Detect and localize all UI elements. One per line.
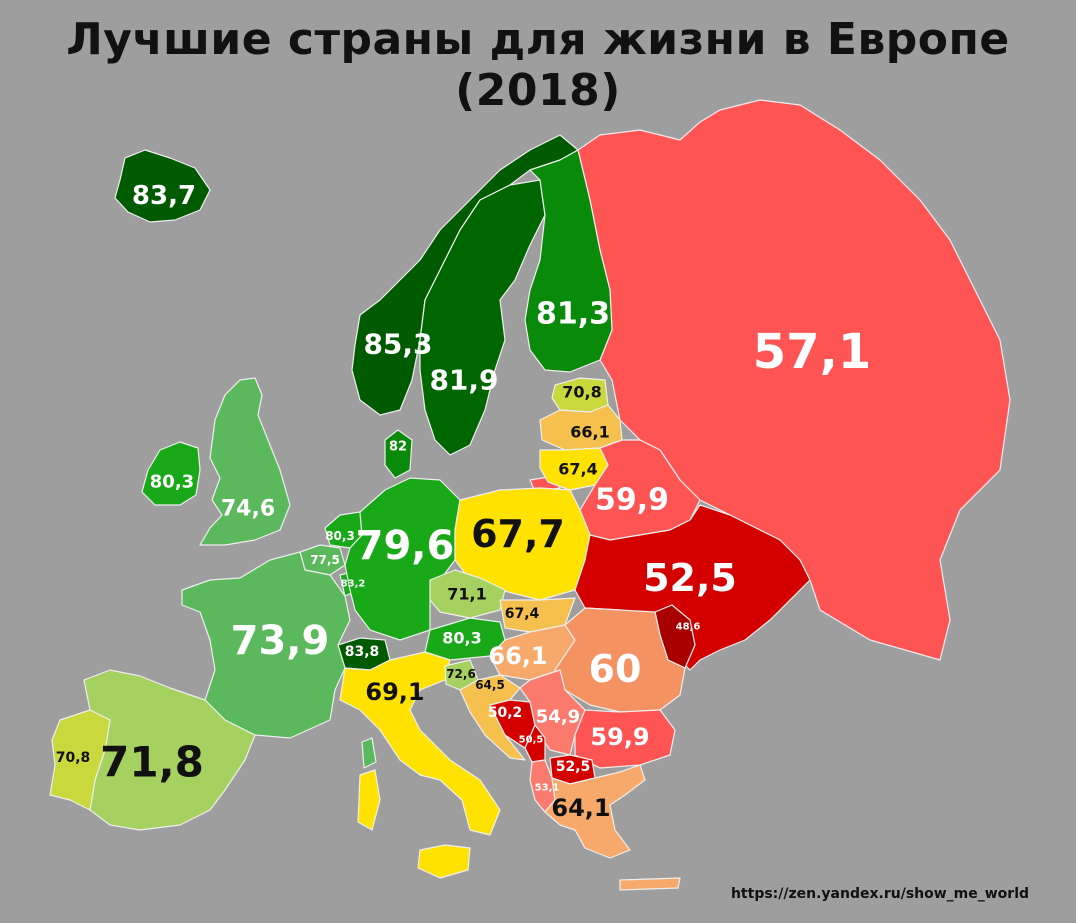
country-denmark[interactable]	[384, 429, 413, 479]
value-label-albania: 53,1	[535, 783, 560, 794]
value-label-slovenia: 72,6	[446, 667, 476, 681]
value-label-italy: 69,1	[365, 678, 424, 706]
country-france[interactable]	[181, 551, 351, 739]
value-label-romania: 60	[589, 647, 642, 691]
country-italy-sardinia[interactable]	[357, 769, 381, 831]
country-italy[interactable]	[339, 651, 501, 836]
value-label-netherlands: 80,3	[325, 529, 355, 543]
value-label-ukraine: 52,5	[643, 556, 737, 600]
country-bulgaria[interactable]	[574, 709, 676, 769]
value-label-serbia: 54,9	[536, 707, 580, 728]
value-label-portugal: 70,8	[56, 750, 91, 766]
country-france-corsica[interactable]	[361, 737, 377, 769]
value-label-poland: 67,7	[471, 512, 565, 556]
value-label-greece: 64,1	[551, 794, 610, 822]
value-label-germany: 79,6	[356, 523, 455, 569]
value-label-bulgaria: 59,9	[590, 723, 649, 751]
value-label-latvia: 66,1	[570, 423, 609, 442]
value-label-austria: 80,3	[442, 629, 481, 648]
value-label-norway: 85,3	[363, 328, 432, 361]
value-label-slovakia: 67,4	[505, 606, 540, 622]
value-label-bosnia: 50,2	[488, 705, 523, 721]
country-greece-crete[interactable]	[619, 877, 681, 891]
value-label-france: 73,9	[231, 618, 330, 664]
country-ireland[interactable]	[141, 441, 201, 506]
value-label-ireland: 80,3	[150, 472, 194, 493]
country-iceland[interactable]	[114, 149, 211, 223]
value-label-sweden: 81,9	[429, 364, 498, 397]
country-portugal[interactable]	[49, 709, 111, 811]
country-latvia[interactable]	[539, 404, 623, 451]
country-greece[interactable]	[544, 764, 646, 859]
country-italy-sicily[interactable]	[417, 844, 471, 879]
country-uk[interactable]	[199, 377, 291, 546]
value-label-belgium: 77,5	[310, 553, 340, 567]
value-label-switzerland: 83,8	[345, 644, 380, 660]
value-label-uk: 74,6	[221, 497, 275, 522]
value-label-denmark: 82	[389, 440, 407, 455]
value-label-belarus: 59,9	[595, 483, 669, 518]
value-label-moldova: 48,6	[676, 622, 701, 633]
value-label-luxembourg: 83,2	[341, 579, 366, 590]
country-finland[interactable]	[524, 149, 613, 373]
value-label-croatia: 64,5	[475, 678, 505, 692]
value-label-estonia: 70,8	[562, 383, 601, 402]
value-label-iceland: 83,7	[132, 181, 196, 211]
value-label-spain: 71,8	[100, 738, 204, 787]
country-czechia[interactable]	[429, 569, 506, 619]
value-label-finland: 81,3	[536, 297, 610, 332]
map-title: Лучшие страны для жизни в Европе (2018)	[66, 14, 1010, 116]
country-serbia[interactable]	[519, 669, 586, 756]
value-label-hungary: 66,1	[488, 642, 547, 670]
country-montenegro[interactable]	[524, 724, 546, 763]
country-germany[interactable]	[344, 477, 461, 641]
value-label-czechia: 71,1	[447, 585, 486, 604]
value-label-russia: 57,1	[753, 324, 871, 380]
value-label-montenegro: 50,5	[519, 735, 544, 746]
value-label-macedonia: 52,5	[556, 759, 591, 775]
source-credit: https://zen.yandex.ru/show_me_world	[730, 886, 1030, 902]
country-russia[interactable]	[577, 99, 1011, 661]
value-label-lithuania: 67,4	[558, 460, 597, 479]
country-sweden[interactable]	[419, 179, 546, 456]
